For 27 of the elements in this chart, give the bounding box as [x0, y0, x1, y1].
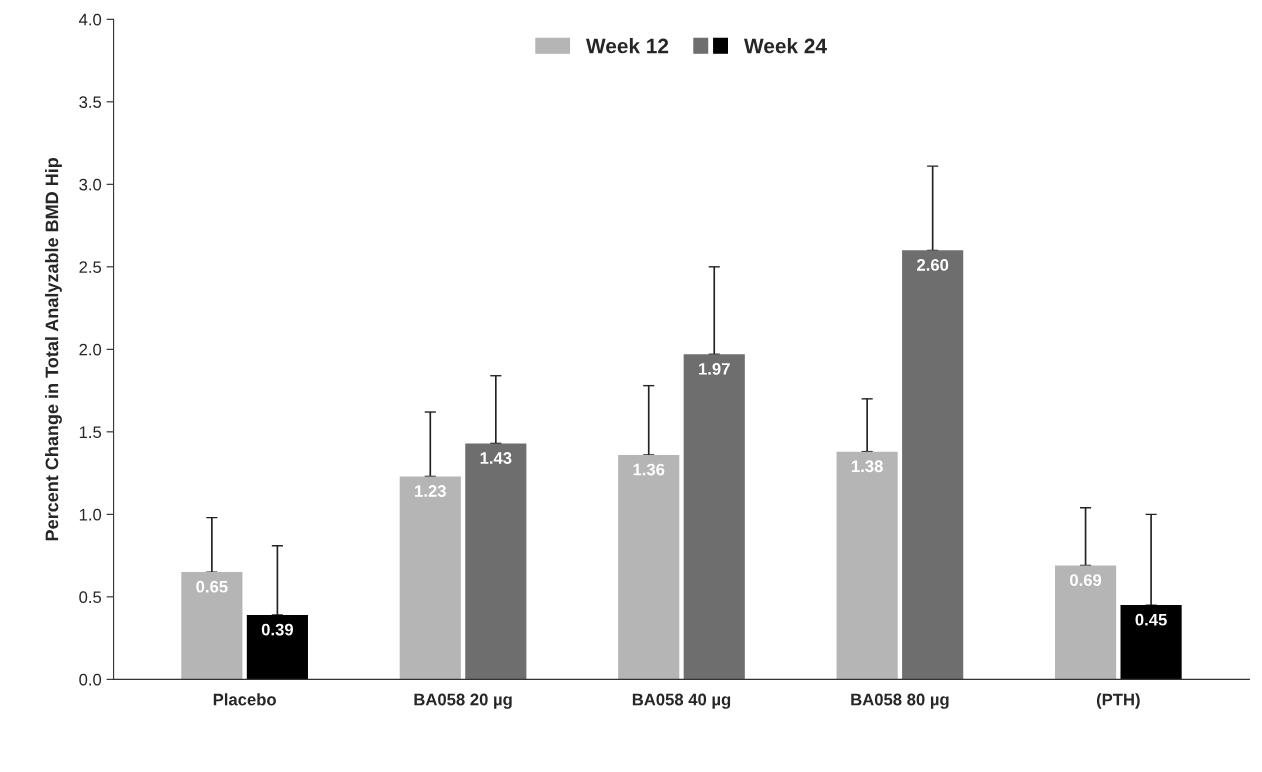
- data-label: 0.65: [196, 580, 228, 593]
- x-tick-label: BA058 40 µg: [632, 693, 731, 709]
- data-label: 0.69: [1070, 574, 1102, 586]
- y-tick-label: 4.0: [78, 13, 102, 26]
- x-tick-label: (PTH): [1096, 693, 1140, 709]
- y-tick-label: 2.0: [79, 343, 102, 356]
- y-tick-label: 1.5: [79, 426, 102, 439]
- data-label: 1.43: [480, 452, 512, 464]
- y-tick-label: 3.5: [79, 96, 102, 109]
- y-tick-label: 2.5: [79, 261, 102, 274]
- x-tick-label: BA058 80 µg: [851, 693, 949, 709]
- y-tick-label: 3.0: [79, 178, 102, 191]
- data-label: 0.45: [1135, 613, 1167, 626]
- x-tick-label: Placebo: [213, 693, 276, 706]
- x-tick-label: BA058 20 µg: [414, 693, 512, 709]
- data-label: 1.36: [633, 463, 665, 476]
- legend-label: Week 24: [744, 38, 827, 54]
- y-tick-label: 0.5: [79, 591, 102, 604]
- legend-label: Week 12: [585, 38, 669, 54]
- data-label: 1.97: [699, 362, 730, 375]
- data-label: 1.23: [415, 485, 446, 497]
- data-label: 2.60: [917, 259, 949, 271]
- y-axis-title: Percent Change in Total Analyzable BMD Hip: [45, 157, 62, 541]
- data-label: 0.39: [261, 623, 293, 636]
- y-tick-label: 0.0: [79, 673, 102, 686]
- data-label: 1.38: [851, 460, 883, 473]
- y-tick-label: 1.0: [79, 508, 102, 521]
